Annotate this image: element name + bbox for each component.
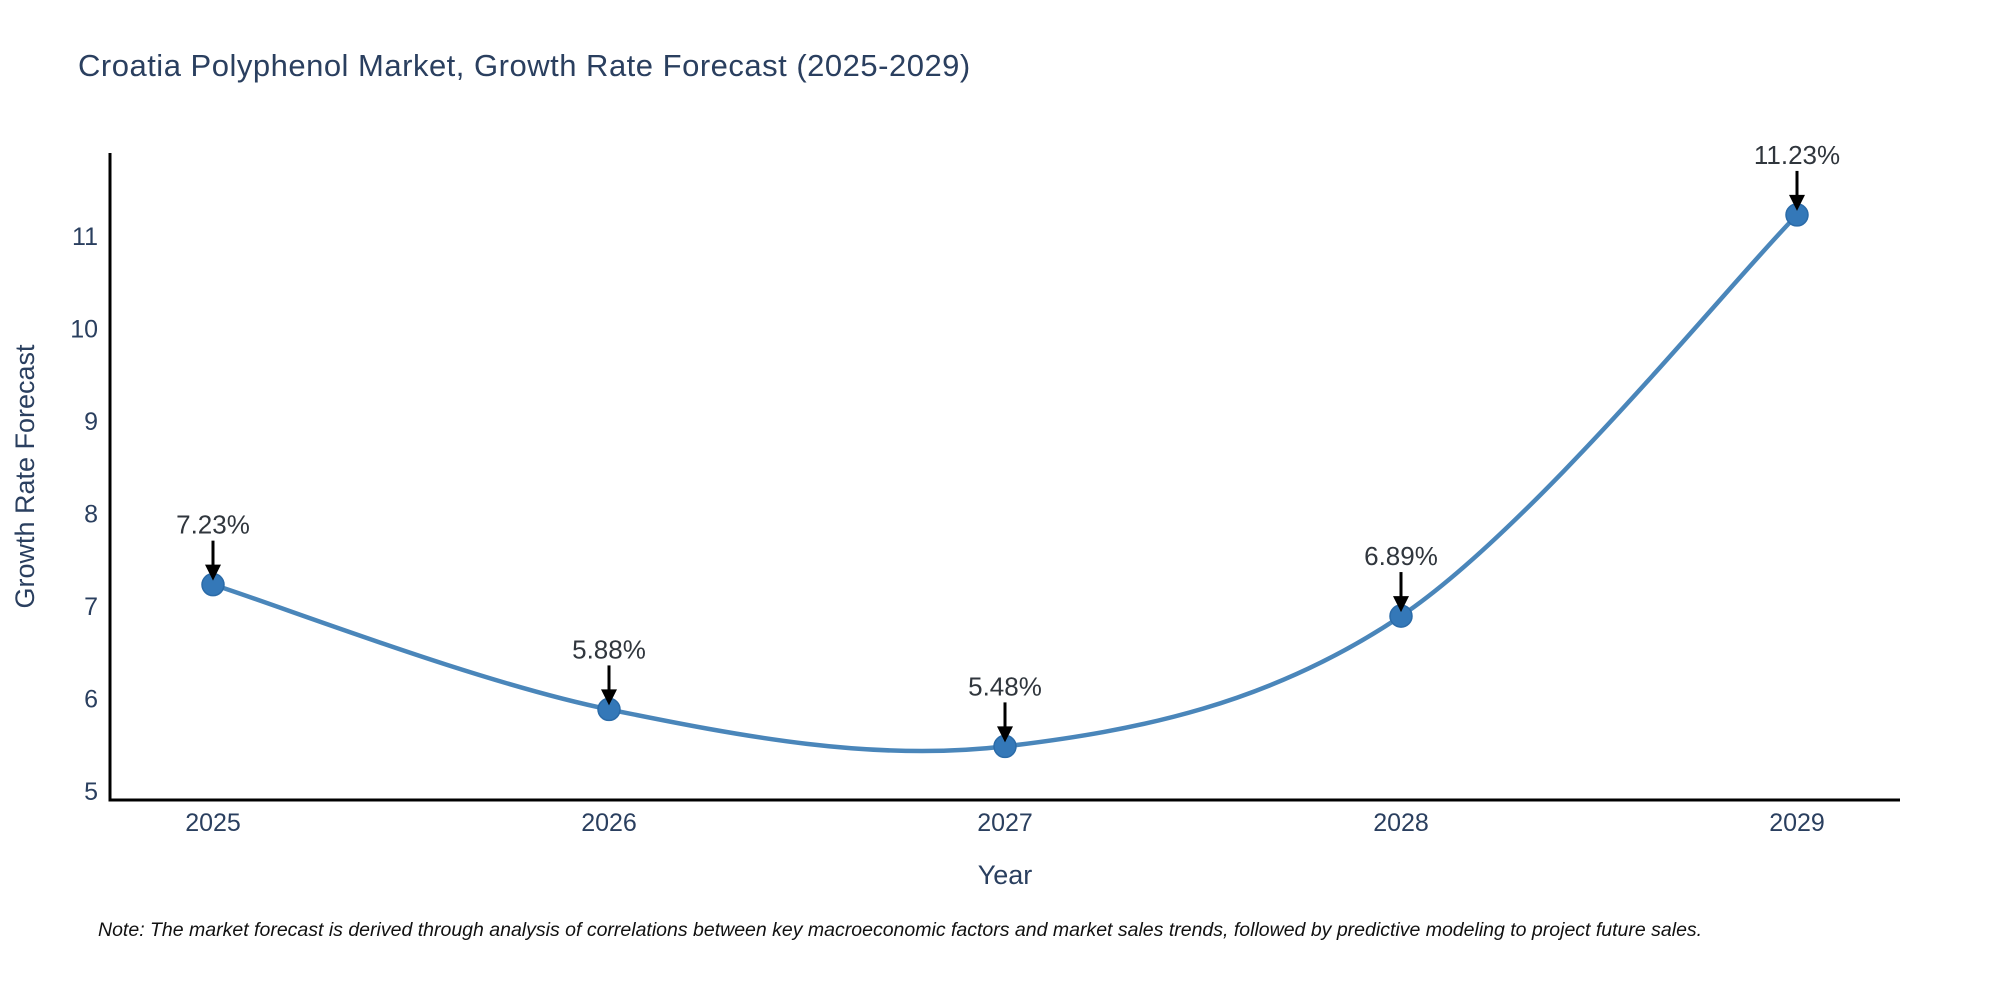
y-axis-title: Growth Rate Forecast xyxy=(10,344,40,609)
x-tick-label: 2029 xyxy=(1769,809,1825,837)
x-tick-label: 2028 xyxy=(1373,809,1429,837)
x-tick-label: 2027 xyxy=(977,809,1033,837)
y-tick-label: 11 xyxy=(72,223,98,251)
y-tick-label: 6 xyxy=(84,685,98,713)
annotation-arrowhead-icon xyxy=(997,726,1013,743)
y-tick-label: 5 xyxy=(84,778,98,806)
data-point-label: 5.48% xyxy=(968,671,1042,701)
y-tick-label: 10 xyxy=(70,316,98,344)
footnote: Note: The market forecast is derived thr… xyxy=(98,919,1703,941)
x-tick-label: 2026 xyxy=(581,809,637,837)
x-axis-title: Year xyxy=(978,860,1033,890)
chart-title: Croatia Polyphenol Market, Growth Rate F… xyxy=(78,48,971,83)
annotation-arrowhead-icon xyxy=(205,564,221,581)
data-point-label: 6.89% xyxy=(1364,541,1438,571)
y-tick-label: 9 xyxy=(84,408,98,436)
annotation-arrowhead-icon xyxy=(601,689,617,706)
data-point-label: 5.88% xyxy=(572,634,646,664)
y-tick-label: 8 xyxy=(84,500,98,528)
data-point-label: 11.23% xyxy=(1754,140,1840,170)
data-point-label: 7.23% xyxy=(176,510,250,540)
annotation-arrowhead-icon xyxy=(1789,194,1805,211)
annotation-arrowhead-icon xyxy=(1393,596,1409,613)
x-tick-label: 2025 xyxy=(185,809,241,837)
y-tick-label: 7 xyxy=(84,593,98,621)
